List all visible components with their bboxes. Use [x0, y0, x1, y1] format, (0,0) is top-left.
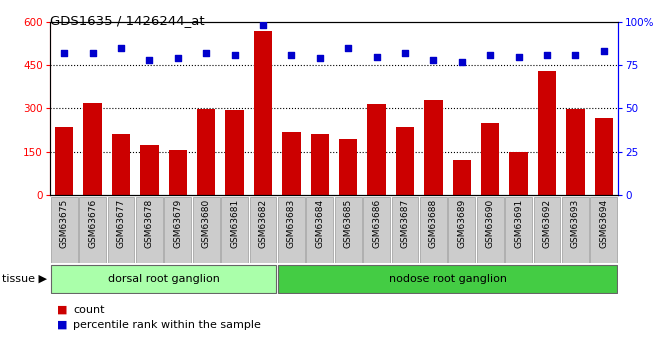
Text: GSM63679: GSM63679	[174, 199, 182, 248]
Point	[172, 56, 183, 61]
Bar	[311, 135, 329, 195]
Text: count: count	[73, 305, 104, 315]
Point	[513, 54, 524, 59]
Text: ■: ■	[57, 320, 67, 330]
FancyBboxPatch shape	[363, 197, 390, 263]
Bar	[225, 110, 244, 195]
Bar	[197, 109, 215, 195]
Text: GSM63692: GSM63692	[543, 199, 552, 248]
Text: ■: ■	[57, 305, 67, 315]
Text: GSM63683: GSM63683	[287, 199, 296, 248]
Bar	[112, 135, 130, 195]
Point	[229, 52, 240, 58]
FancyBboxPatch shape	[136, 197, 163, 263]
Point	[87, 50, 98, 56]
Point	[115, 45, 126, 51]
FancyBboxPatch shape	[278, 265, 617, 293]
Point	[457, 59, 467, 65]
FancyBboxPatch shape	[193, 197, 220, 263]
FancyBboxPatch shape	[306, 197, 333, 263]
Point	[542, 52, 552, 58]
Text: GSM63675: GSM63675	[59, 199, 69, 248]
Point	[372, 54, 382, 59]
FancyBboxPatch shape	[562, 197, 589, 263]
Text: tissue ▶: tissue ▶	[2, 274, 47, 284]
Bar	[453, 160, 471, 195]
Bar	[168, 150, 187, 195]
Bar	[140, 145, 158, 195]
FancyBboxPatch shape	[591, 197, 617, 263]
Bar	[83, 103, 102, 195]
FancyBboxPatch shape	[79, 197, 106, 263]
FancyBboxPatch shape	[51, 197, 77, 263]
FancyBboxPatch shape	[448, 197, 475, 263]
Point	[570, 52, 581, 58]
Bar	[368, 104, 386, 195]
Point	[343, 45, 354, 51]
Point	[599, 49, 609, 54]
Point	[144, 57, 154, 63]
Bar	[538, 71, 556, 195]
Text: GSM63677: GSM63677	[117, 199, 125, 248]
FancyBboxPatch shape	[221, 197, 248, 263]
Point	[201, 50, 211, 56]
Text: GSM63694: GSM63694	[599, 199, 609, 248]
Bar	[254, 31, 272, 195]
Bar	[510, 152, 528, 195]
Text: GSM63687: GSM63687	[401, 199, 409, 248]
FancyBboxPatch shape	[477, 197, 504, 263]
FancyBboxPatch shape	[51, 265, 277, 293]
FancyBboxPatch shape	[506, 197, 532, 263]
Point	[257, 23, 268, 28]
Point	[485, 52, 496, 58]
Point	[59, 50, 69, 56]
Text: GSM63690: GSM63690	[486, 199, 495, 248]
Text: GSM63691: GSM63691	[514, 199, 523, 248]
Text: GSM63684: GSM63684	[315, 199, 324, 248]
FancyBboxPatch shape	[391, 197, 418, 263]
FancyBboxPatch shape	[108, 197, 135, 263]
FancyBboxPatch shape	[249, 197, 277, 263]
Point	[400, 50, 411, 56]
Point	[286, 52, 297, 58]
Text: percentile rank within the sample: percentile rank within the sample	[73, 320, 261, 330]
Text: GSM63678: GSM63678	[145, 199, 154, 248]
Point	[315, 56, 325, 61]
Text: GSM63685: GSM63685	[344, 199, 352, 248]
Text: GSM63676: GSM63676	[88, 199, 97, 248]
Text: GSM63689: GSM63689	[457, 199, 467, 248]
Bar	[566, 109, 585, 195]
Text: GSM63686: GSM63686	[372, 199, 381, 248]
Bar	[481, 123, 500, 195]
Bar	[424, 100, 443, 195]
Text: GSM63688: GSM63688	[429, 199, 438, 248]
Bar	[55, 127, 73, 195]
FancyBboxPatch shape	[278, 197, 305, 263]
FancyBboxPatch shape	[420, 197, 447, 263]
FancyBboxPatch shape	[335, 197, 362, 263]
Text: GDS1635 / 1426244_at: GDS1635 / 1426244_at	[50, 14, 205, 27]
Text: nodose root ganglion: nodose root ganglion	[389, 274, 507, 284]
Text: dorsal root ganglion: dorsal root ganglion	[108, 274, 220, 284]
FancyBboxPatch shape	[164, 197, 191, 263]
Bar	[282, 131, 301, 195]
FancyBboxPatch shape	[534, 197, 560, 263]
Text: GSM63681: GSM63681	[230, 199, 239, 248]
Text: GSM63693: GSM63693	[571, 199, 580, 248]
Bar	[396, 127, 414, 195]
Point	[428, 57, 439, 63]
Text: GSM63680: GSM63680	[202, 199, 211, 248]
Text: GSM63682: GSM63682	[259, 199, 267, 248]
Bar	[339, 139, 358, 195]
Bar	[595, 118, 613, 195]
